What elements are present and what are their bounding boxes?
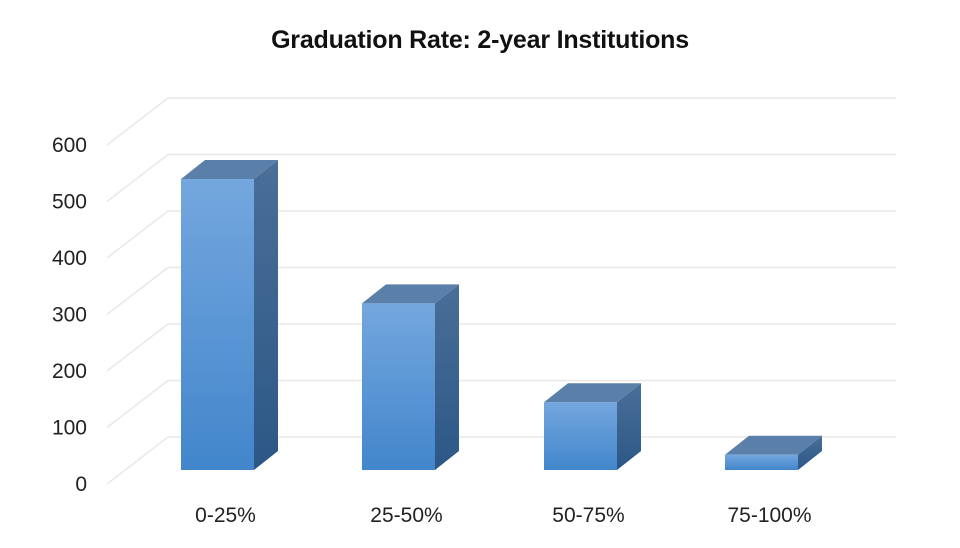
bar-top-face [362,284,459,304]
y-tick-label: 200 [52,360,87,383]
bar-side-face [435,284,459,470]
bar-side-face [254,160,278,470]
gridline-diagonal [106,379,169,429]
bars [181,160,822,470]
bar [181,160,278,470]
x-tick-label: 50-75% [552,504,624,527]
y-tick-label: 500 [52,191,87,214]
chart-title: Graduation Rate: 2-year Institutions [271,26,689,54]
bar [725,435,822,470]
bar-side-face [617,383,641,470]
y-tick-label: 300 [52,304,87,327]
bar-front-face [181,179,254,470]
x-tick-label: 25-50% [370,504,442,527]
bar-front-face [725,454,798,470]
x-tick-label: 0-25% [195,504,256,527]
bar [544,383,641,470]
y-tick-label: 0 [75,473,87,496]
gridline-diagonal [106,266,169,316]
gridlines [106,97,896,485]
y-axis: 0 100 200 300 400 500 600 [52,134,87,496]
bar-top-face [544,383,641,403]
bar-front-face [362,303,435,470]
x-tick-label: 75-100% [727,504,811,527]
gridline-diagonal [106,323,169,372]
bar-top-face [181,160,278,180]
gridline-diagonal [106,153,169,203]
y-tick-label: 100 [52,417,87,440]
y-tick-label: 600 [52,134,87,157]
bar [362,284,459,470]
bar-front-face [544,402,617,470]
bar-top-face [725,435,822,455]
gridline-diagonal [106,436,169,485]
gridline-diagonal [106,97,169,146]
y-tick-label: 400 [52,247,87,270]
x-axis: 0-25% 25-50% 50-75% 75-100% [195,504,811,527]
gridline-diagonal [106,210,169,259]
bar-side-face [798,435,822,470]
